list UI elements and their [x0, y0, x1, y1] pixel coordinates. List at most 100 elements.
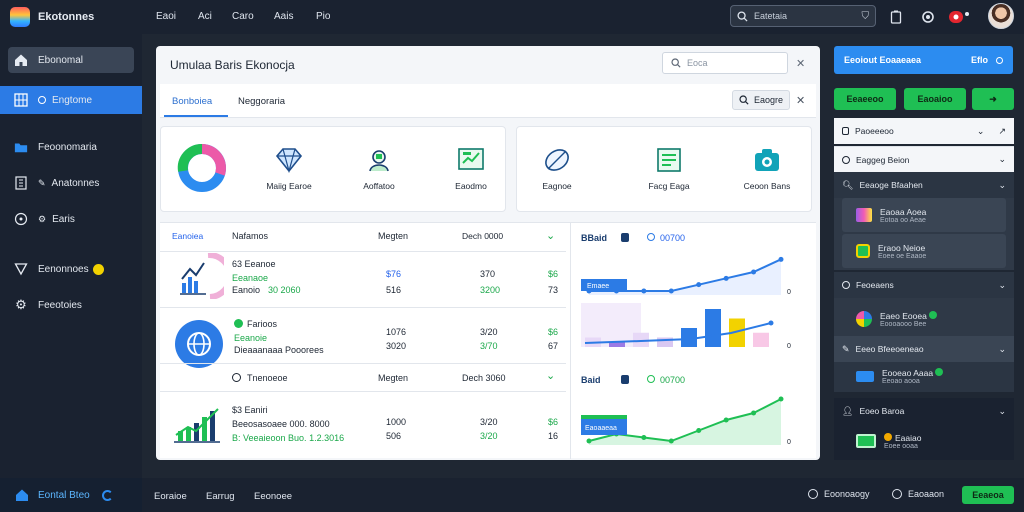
sidebar-item-building[interactable]: ✎ Anatonnes [8, 170, 134, 196]
accordion-header[interactable]: 🔍︎ Eeaoge Bfaahen ⌄ [834, 172, 1014, 198]
document-icon [657, 148, 681, 172]
growth-chart-icon [174, 408, 220, 443]
footer-link[interactable]: Earrug [206, 491, 235, 502]
row-subtitle: Beeosasoaee 000. 8000 [232, 419, 330, 429]
user-avatar[interactable] [988, 3, 1014, 29]
dropdown-row[interactable]: Eaggeg Beion ⌄ [834, 146, 1014, 172]
quick-tile[interactable]: Eaodmo [431, 147, 511, 191]
quick-tile[interactable]: Eagnoe [517, 147, 597, 191]
sidebar-item-grid[interactable]: Engtome [0, 86, 142, 114]
data-point [668, 438, 674, 444]
row-detail: B: Veeaieoon Buo. 1.2.3016 [232, 433, 345, 443]
chevron-down-icon: ⌄ [998, 343, 1006, 354]
cell-value: 3/70 [480, 341, 498, 351]
folder-icon [14, 140, 28, 154]
chart-value: 00700 [647, 375, 685, 385]
record-icon[interactable] [948, 9, 970, 25]
list-item[interactable]: Eaeo Eooea Eoooaooo Bee [842, 302, 1006, 336]
chevron-down-icon[interactable]: ⌄ [546, 230, 556, 242]
footer-link[interactable]: Eeonoee [254, 491, 293, 502]
main-search-input[interactable]: Eoca [662, 52, 788, 74]
sidebar-footer[interactable]: Eontal Bteo [0, 478, 142, 512]
sidebar-item-clock[interactable]: ⚙ Earis [8, 206, 134, 232]
close-icon[interactable]: ✕ [796, 95, 806, 107]
cell-value: 3/20 [480, 431, 498, 441]
group-title: Feoeaens [856, 280, 894, 290]
chevron-down-icon: ⌄ [998, 279, 1006, 290]
cell-value: 3/20 [480, 327, 498, 337]
chart-board-icon [458, 148, 484, 170]
accordion-header[interactable]: ✎ Eeeo Bfeeoeneao ⌄ [834, 336, 1014, 362]
sidebar-item-home[interactable]: Ebonomal [8, 47, 134, 73]
axis-label: 0 [787, 289, 791, 296]
column-header[interactable]: Nafamos [232, 231, 269, 241]
dropdown-row[interactable]: Paoeeeoo ⌄ ↗ [834, 118, 1014, 144]
quick-tile[interactable]: Maiig Earoe [249, 147, 329, 191]
accordion-group: ✎ Eeeo Bfeeoeneao ⌄ Eooeao Aaaa Eeoao ao… [834, 336, 1014, 392]
green-button-2[interactable]: Eaoaioo [904, 88, 966, 110]
chevron-down-icon[interactable]: ⌄ [546, 370, 556, 382]
data-point [641, 435, 647, 440]
row-label: Eaggeg Beion [856, 154, 910, 165]
accordion-header[interactable]: Feoeaens ⌄ [834, 272, 1014, 298]
quick-tile[interactable]: Aoffatoo [339, 147, 419, 191]
menu-item[interactable]: Eaoi [156, 11, 177, 22]
cell-value: $6 [548, 327, 559, 337]
menu-item[interactable]: Pio [316, 11, 331, 22]
status-item[interactable]: Eoonoaogy [808, 489, 870, 499]
primary-action-button[interactable]: Eeoiout Eoaaeaea Eflo [834, 46, 1013, 74]
close-icon[interactable]: ✕ [796, 58, 806, 70]
tab-navigation[interactable]: Neggoraria [238, 96, 285, 107]
tab-overview[interactable]: Bonboiea [172, 96, 213, 107]
notification-badge [92, 263, 104, 275]
sidebar-item-settings[interactable]: ⚙ Feeotoies [8, 292, 134, 318]
filter-icon[interactable]: ⛉ [861, 10, 870, 22]
column-header[interactable]: Megten [378, 231, 409, 241]
accordion-group: Feoeaens ⌄ Eaeo Eooea Eoooaooo Bee [834, 272, 1014, 340]
button-suffix: Eflo [971, 55, 988, 65]
column-header[interactable]: Megten [378, 373, 409, 383]
search-placeholder: Eoca [687, 58, 708, 68]
row-detail: Eanoio [232, 285, 261, 295]
sidebar-item-shield[interactable]: Eenonnoes [8, 256, 134, 282]
divider [160, 391, 566, 392]
settings-icon[interactable] [920, 9, 936, 25]
row-title: Farioos [234, 319, 277, 329]
menu-item[interactable]: Aais [274, 11, 294, 22]
search-input[interactable]: Eatetaia ⛉ [730, 5, 876, 27]
section-header[interactable]: Tnenoeoe [232, 373, 288, 383]
quick-tile[interactable]: Facg Eaga [629, 147, 709, 191]
list-item[interactable]: Eooeao Aaaa Eeoao aooa [842, 364, 1006, 388]
app-logo[interactable]: Ekotonnes [10, 6, 130, 28]
tile-label: Maiig Earoe [266, 181, 312, 191]
list-item[interactable]: Eraoo Neioe Eoee oe Eaaoe [842, 234, 1006, 268]
accordion-header[interactable]: 👤︎ Eoeo Baroa ⌄ [834, 398, 1014, 424]
status-item[interactable]: Eaoaaon [892, 489, 944, 499]
battery-icon[interactable] [888, 9, 904, 25]
divider [160, 307, 566, 308]
green-button-1[interactable]: Eeaeeoo [834, 88, 896, 110]
chart-value: 00700 [647, 233, 685, 243]
clock-icon [232, 373, 241, 382]
chart-panel: Baid 00700 Eaoaaeaa 0 [570, 363, 816, 459]
list-item[interactable]: Eaoaa Aoea Eotoa oo Aeae [842, 198, 1006, 232]
item-title: Eooeao Aaaa [882, 367, 944, 378]
sync-icon: ⚙ [38, 213, 47, 224]
column-header[interactable]: Dech 3060 [462, 373, 506, 383]
sidebar-item-folder[interactable]: Feoonomaria [8, 134, 134, 160]
next-button[interactable]: ➜ [972, 88, 1014, 110]
menu-item[interactable]: Aci [198, 11, 212, 22]
column-header[interactable]: Eanoiea [172, 231, 204, 241]
item-subtitle: Eoee oe Eaaoe [878, 252, 927, 260]
sidebar: Ekotonnes Ebonomal Engtome Feoonomaria ✎… [0, 0, 142, 512]
tab-search-button[interactable]: Eaogre [732, 90, 790, 110]
lock-icon [842, 127, 849, 135]
footer-link[interactable]: Eoraioe [154, 491, 187, 502]
column-header[interactable]: Dech 0000 [462, 231, 504, 241]
list-item[interactable]: Eaaiao Eoee ooaa [842, 424, 1006, 458]
bar [609, 342, 625, 347]
footer-action-button[interactable]: Eeaeoa [962, 486, 1014, 504]
quick-tile[interactable]: Ceoon Bans [727, 147, 807, 191]
menu-item[interactable]: Caro [232, 11, 254, 22]
row-subtitle: Eeanaoe [232, 273, 269, 283]
